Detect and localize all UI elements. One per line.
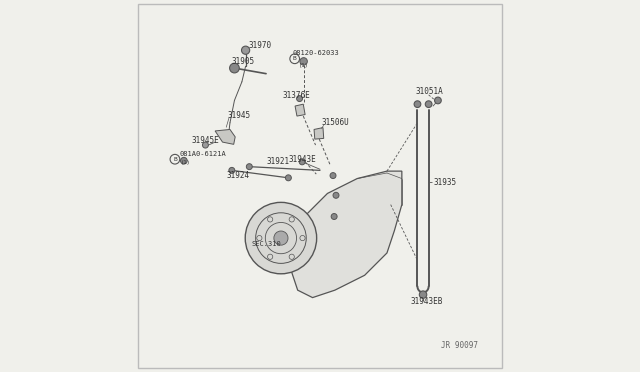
Circle shape: [300, 58, 307, 65]
Text: 31935: 31935: [433, 178, 456, 187]
Text: B: B: [293, 56, 296, 61]
Circle shape: [241, 46, 250, 54]
Text: (1): (1): [181, 160, 191, 165]
Text: 31376E: 31376E: [282, 92, 310, 100]
Circle shape: [274, 231, 288, 245]
Polygon shape: [291, 171, 402, 298]
Text: 31945: 31945: [227, 111, 250, 120]
Text: 31905: 31905: [232, 57, 255, 66]
Circle shape: [425, 101, 432, 108]
Circle shape: [296, 96, 303, 102]
Text: 31943EB: 31943EB: [410, 297, 442, 306]
Circle shape: [414, 101, 421, 108]
Text: 31945E: 31945E: [191, 136, 220, 145]
Circle shape: [333, 192, 339, 198]
Text: 31051A: 31051A: [416, 87, 444, 96]
Text: SEC.310: SEC.310: [251, 241, 281, 247]
Text: (1): (1): [298, 62, 308, 68]
Text: 31506U: 31506U: [322, 118, 349, 127]
Circle shape: [331, 214, 337, 219]
Circle shape: [229, 167, 235, 173]
Polygon shape: [295, 104, 305, 116]
Circle shape: [435, 97, 441, 104]
Text: B: B: [173, 157, 177, 162]
Circle shape: [202, 142, 209, 148]
Text: 31924: 31924: [227, 171, 250, 180]
Text: 08120-62033: 08120-62033: [292, 50, 339, 56]
Text: 31970: 31970: [248, 41, 271, 50]
Circle shape: [419, 291, 427, 298]
Circle shape: [230, 63, 239, 73]
Polygon shape: [314, 128, 324, 139]
Text: 31921: 31921: [266, 157, 289, 166]
Circle shape: [330, 173, 336, 179]
Circle shape: [246, 164, 252, 170]
Text: JR 90097: JR 90097: [441, 341, 478, 350]
Circle shape: [180, 157, 187, 164]
Circle shape: [285, 175, 291, 181]
Circle shape: [299, 159, 305, 165]
Polygon shape: [215, 129, 235, 144]
Text: 31943E: 31943E: [289, 155, 316, 164]
FancyBboxPatch shape: [138, 4, 502, 368]
Circle shape: [245, 202, 317, 274]
Text: 081A0-6121A: 081A0-6121A: [179, 151, 226, 157]
